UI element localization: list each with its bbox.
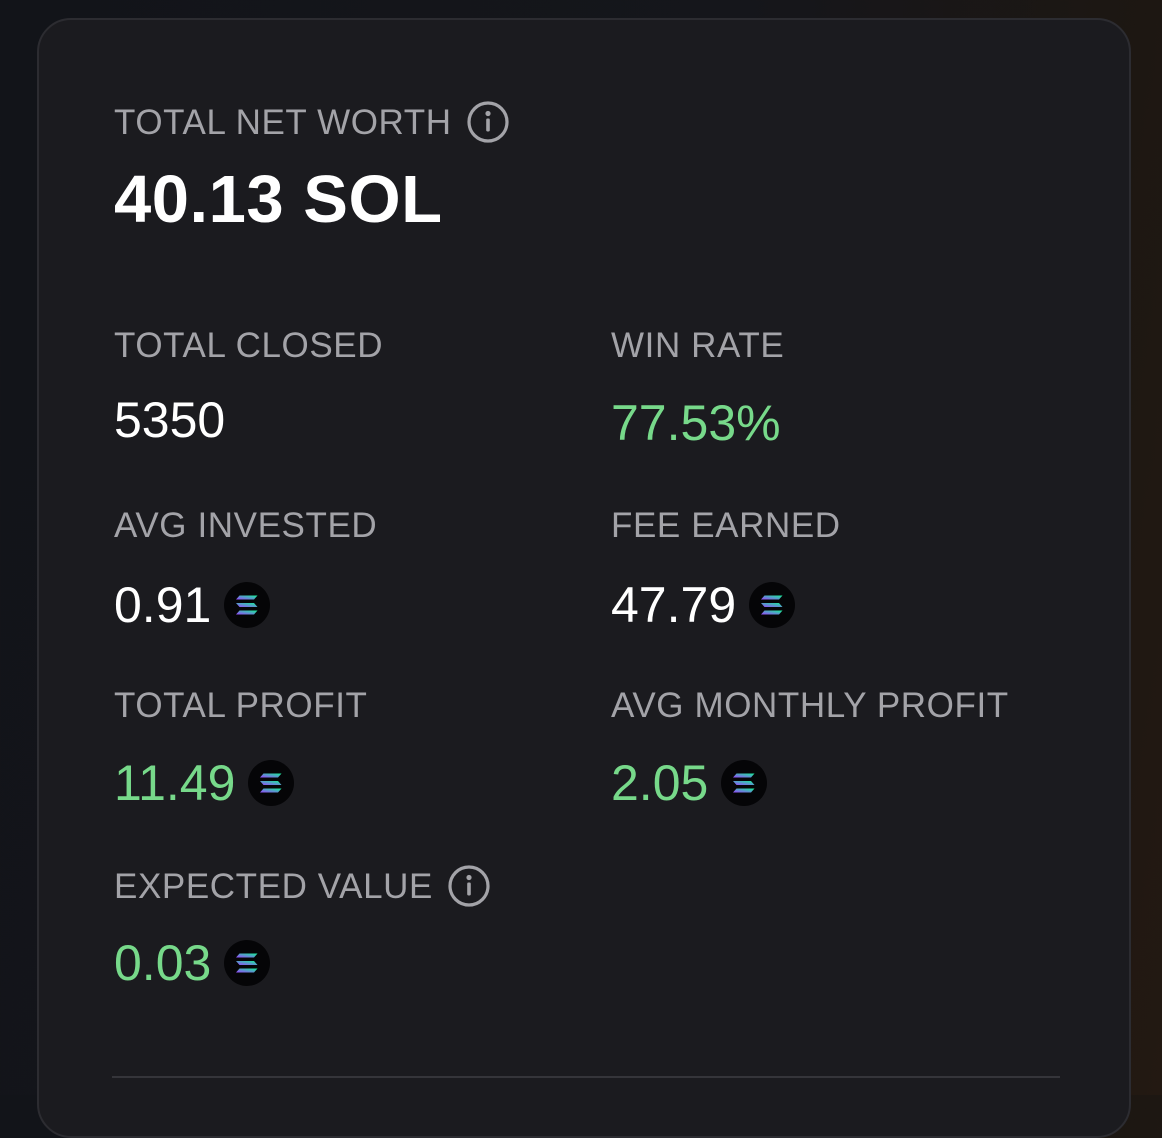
win-rate-label: WIN RATE xyxy=(611,326,785,365)
stats-card: TOTAL NET WORTH 40.13 SOL TOTAL CLOSED 5… xyxy=(37,18,1131,1138)
avg-invested-label: AVG INVESTED xyxy=(114,506,378,545)
avg-monthly-profit-row: 2.05 xyxy=(611,758,768,808)
expected-value-label-row: EXPECTED VALUE xyxy=(114,864,491,908)
avg-monthly-profit-value: 2.05 xyxy=(611,755,709,811)
solana-icon xyxy=(748,581,796,629)
avg-monthly-profit-label: AVG MONTHLY PROFIT xyxy=(611,686,1009,725)
expected-value-value: 0.03 xyxy=(114,935,212,991)
avg-invested-value: 0.91 xyxy=(114,577,212,633)
total-closed-label: TOTAL CLOSED xyxy=(114,326,384,365)
solana-icon xyxy=(720,759,768,807)
expected-value-row: 0.03 xyxy=(114,938,271,988)
total-profit-row: 11.49 xyxy=(114,758,295,808)
net-worth-label: TOTAL NET WORTH xyxy=(114,102,452,142)
fee-earned-label: FEE EARNED xyxy=(611,506,841,545)
info-icon[interactable] xyxy=(447,864,491,908)
solana-icon xyxy=(223,581,271,629)
total-profit-value: 11.49 xyxy=(114,755,236,811)
net-worth-label-row: TOTAL NET WORTH xyxy=(114,100,510,144)
total-closed-value: 5350 xyxy=(114,392,226,448)
total-profit-label: TOTAL PROFIT xyxy=(114,686,368,725)
divider xyxy=(112,1076,1060,1078)
info-icon[interactable] xyxy=(466,100,510,144)
solana-icon xyxy=(223,939,271,987)
fee-earned-row: 47.79 xyxy=(611,580,796,630)
expected-value-label: EXPECTED VALUE xyxy=(114,866,433,906)
win-rate-value: 77.53% xyxy=(611,395,781,451)
net-worth-value: 40.13 SOL xyxy=(114,162,443,237)
solana-icon xyxy=(247,759,295,807)
fee-earned-value: 47.79 xyxy=(611,577,737,633)
avg-invested-row: 0.91 xyxy=(114,580,271,630)
